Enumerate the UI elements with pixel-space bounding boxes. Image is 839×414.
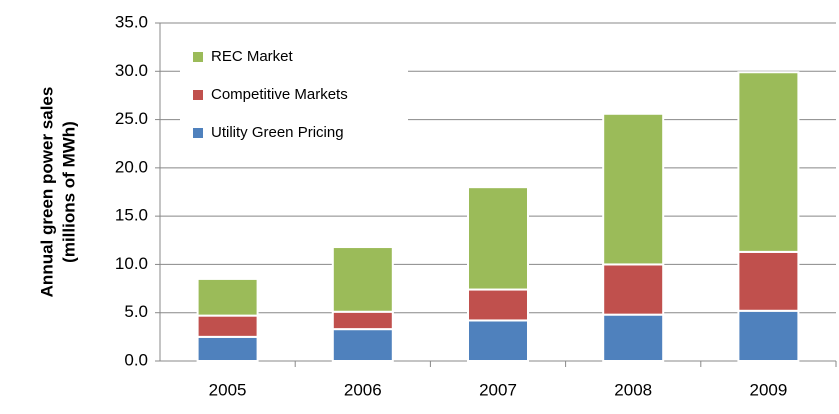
legend-label: REC Market [211,48,294,65]
bar-segment [737,250,800,312]
legend-box [180,35,408,150]
bar-segment [602,263,665,316]
x-tick-label: 2006 [344,380,382,399]
y-tick-label: 10.0 [115,254,148,273]
y-axis-label: Annual green power sales [37,87,56,298]
bar-segment [331,310,394,331]
bar-segment [331,246,394,313]
y-tick-label: 5.0 [124,302,148,321]
bar-segment [331,328,394,363]
bar-segment [196,335,259,363]
bar-segment [196,314,259,338]
legend-swatch [193,128,203,138]
legend-swatch [193,90,203,100]
x-tick-label: 2008 [614,380,652,399]
x-tick-label: 2005 [209,380,247,399]
bar-segment [737,71,800,253]
y-tick-label: 20.0 [115,157,148,176]
legend-label: Utility Green Pricing [211,124,344,141]
bar-segment [467,186,529,291]
y-tick-label: 15.0 [115,206,148,225]
y-tick-label: 25.0 [115,109,148,128]
bar-segment [196,277,259,317]
legend-swatch [193,52,203,62]
y-tick-label: 0.0 [124,350,148,369]
bar-segment [737,309,800,363]
x-tick-label: 2009 [749,380,787,399]
bar-segment [602,313,665,363]
y-tick-label: 35.0 [115,12,148,31]
y-axis-label: (millions of MWh) [59,121,78,263]
bar-segment [602,112,665,266]
legend-label: Competitive Markets [211,86,348,103]
bar-segment [467,319,529,363]
x-tick-label: 2007 [479,380,517,399]
bar-segment [467,288,529,322]
y-tick-label: 30.0 [115,61,148,80]
